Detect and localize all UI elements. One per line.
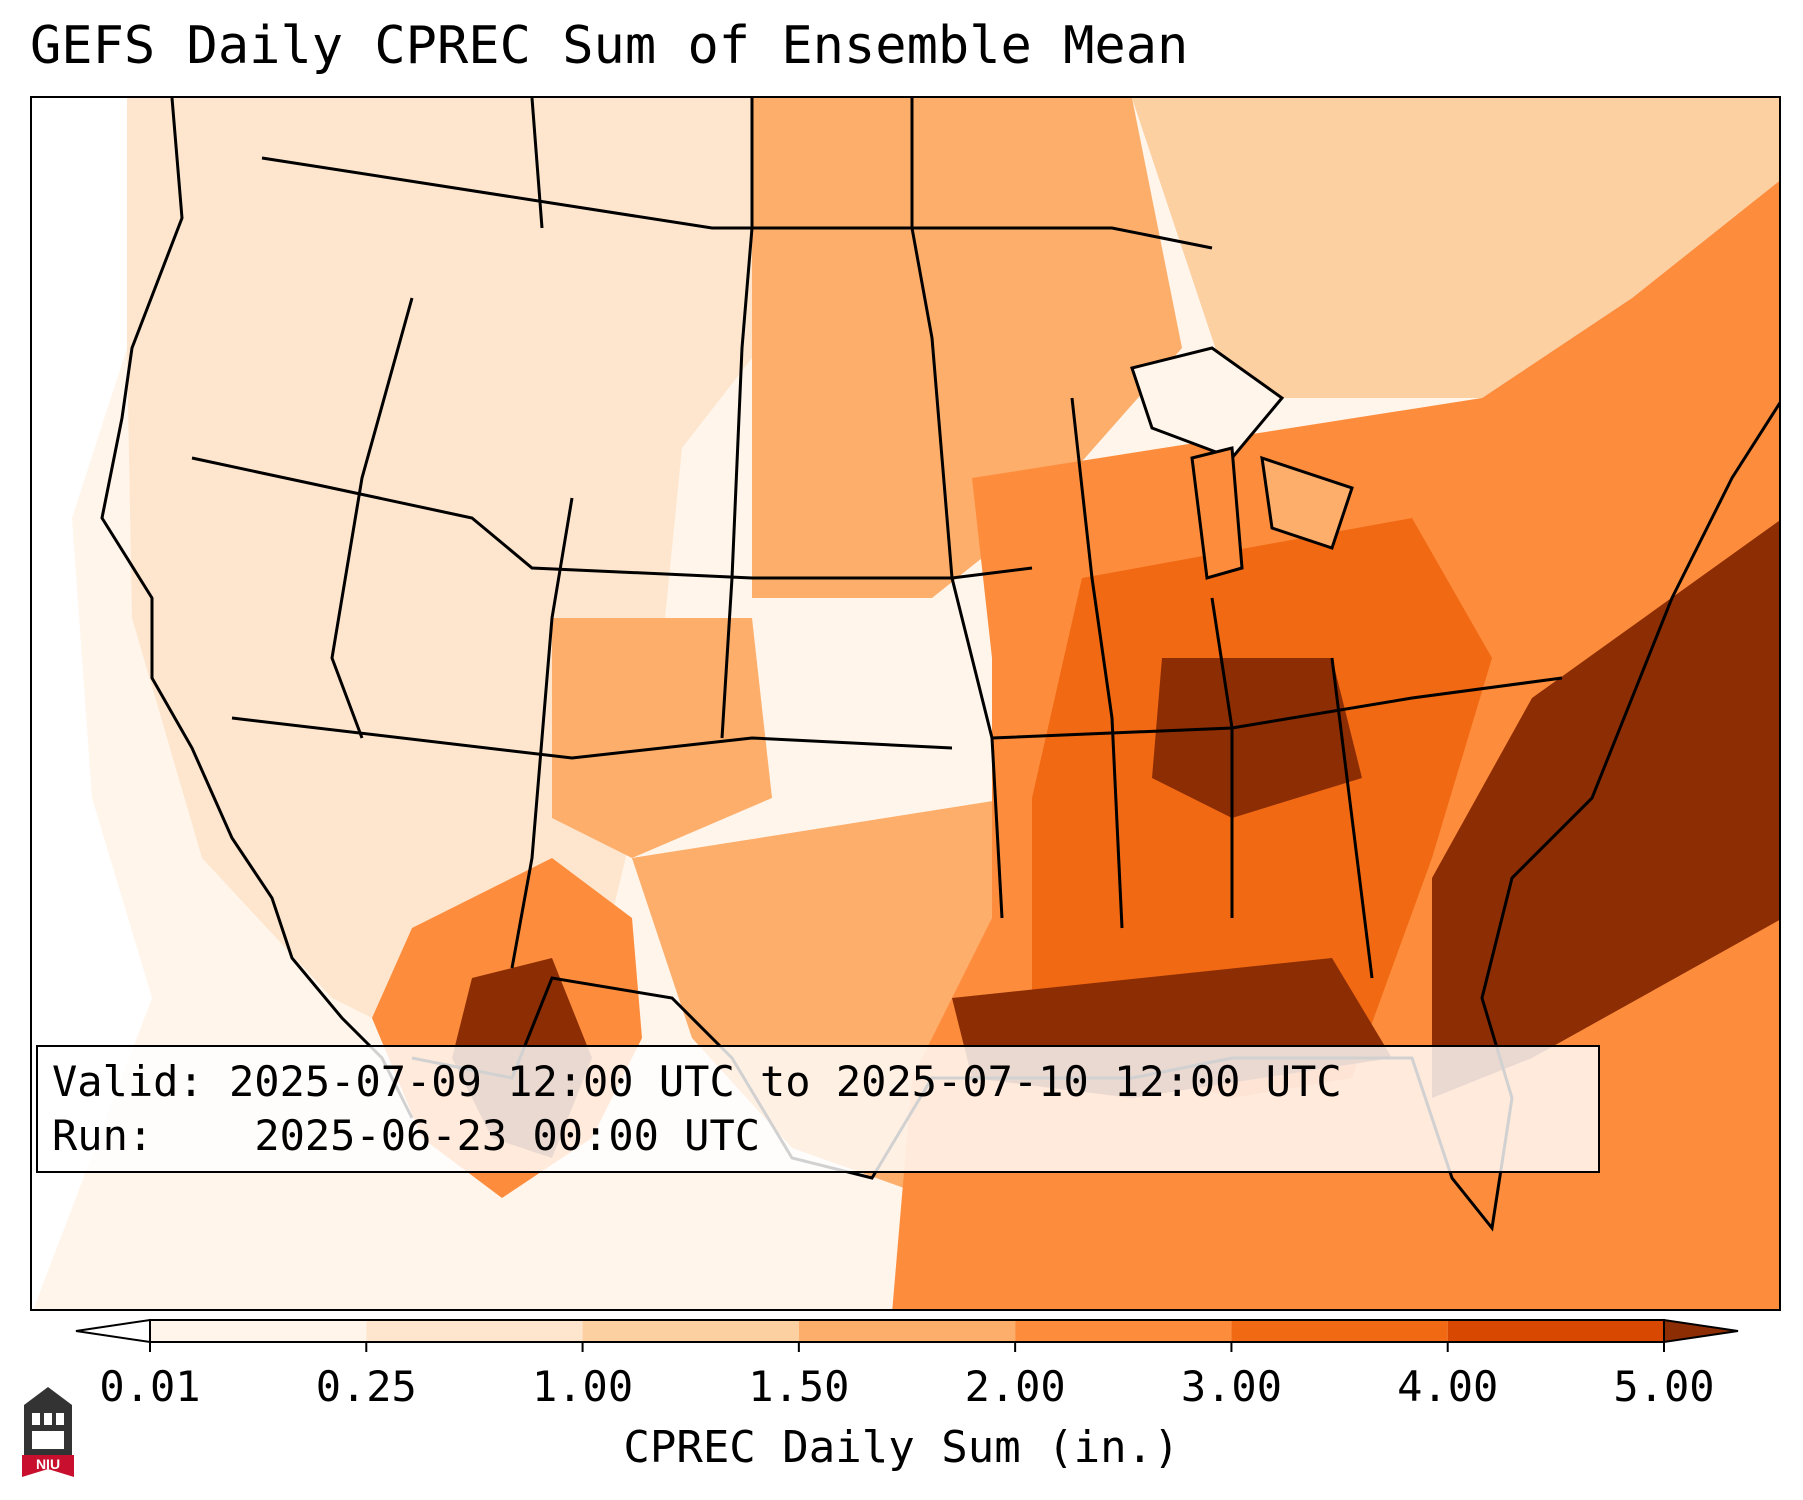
run-value: 2025-06-23 00:00 UTC bbox=[254, 1111, 761, 1160]
colorbar-tick-label: 0.25 bbox=[315, 1362, 417, 1411]
state-line-north bbox=[191, 456, 1033, 580]
state-line-mid bbox=[231, 716, 953, 760]
colorbar-svg bbox=[75, 1318, 1739, 1352]
colorbar-segment bbox=[150, 1320, 367, 1342]
logo-window bbox=[56, 1413, 64, 1425]
state-line-v3 bbox=[910, 98, 1004, 919]
logo-window bbox=[44, 1413, 52, 1425]
colorbar-tick-label: 1.00 bbox=[531, 1362, 634, 1411]
rockies-precip-zone bbox=[552, 618, 772, 858]
colorbar-segment bbox=[1447, 1320, 1664, 1342]
state-line-v2 bbox=[720, 98, 754, 739]
colorbar-segment bbox=[1015, 1320, 1232, 1342]
canada-precip-zone bbox=[1132, 98, 1779, 398]
colorbar-tick-label: 5.00 bbox=[1613, 1362, 1715, 1411]
colorbar-tick-label: 2.00 bbox=[964, 1362, 1066, 1411]
west-coastline bbox=[100, 98, 414, 1119]
colorbar-tick-label: 0.01 bbox=[99, 1362, 201, 1411]
colorbar-label: CPREC Daily Sum (in.) bbox=[623, 1422, 1180, 1473]
colorbar-tick-label: 4.00 bbox=[1397, 1362, 1499, 1411]
state-line-v8 bbox=[1330, 657, 1374, 979]
lake-michigan bbox=[1190, 446, 1244, 580]
colorbar-segment bbox=[582, 1320, 799, 1342]
state-line-v4 bbox=[1070, 397, 1124, 929]
tennessee-heavy-zone bbox=[1152, 658, 1362, 818]
logo-graphic: NIU bbox=[22, 1387, 74, 1477]
colorbar-under-arrow bbox=[75, 1318, 151, 1344]
state-line-v6 bbox=[510, 497, 574, 969]
map-title: GEFS Daily CPREC Sum of Ensemble Mean bbox=[30, 16, 1189, 76]
valid-label: Valid: bbox=[52, 1057, 204, 1106]
atlantic-heavy-zone bbox=[1432, 520, 1779, 1098]
colorbar-segment bbox=[1231, 1320, 1448, 1342]
niu-logo: NIU bbox=[20, 1383, 76, 1479]
lake-superior bbox=[1130, 346, 1285, 460]
run-label: Run: bbox=[52, 1111, 154, 1160]
colorbar-tick-label: 3.00 bbox=[1180, 1362, 1282, 1411]
run-info-box: Valid: 2025-07-09 12:00 UTC to 2025-07-1… bbox=[36, 1045, 1600, 1173]
state-line-v7 bbox=[1210, 597, 1234, 918]
state-line-tn-nc bbox=[991, 676, 1563, 740]
colorbar-tick-label: 1.50 bbox=[748, 1362, 850, 1411]
valid-value: 2025-07-09 12:00 UTC to 2025-07-10 12:00… bbox=[229, 1057, 1342, 1106]
colorbar-segment bbox=[798, 1320, 1016, 1342]
logo-window bbox=[32, 1413, 40, 1425]
plains-precip-zone bbox=[752, 98, 1182, 598]
logo-text: NIU bbox=[36, 1456, 60, 1472]
logo-window bbox=[32, 1431, 64, 1449]
state-line-v1 bbox=[530, 98, 544, 229]
colorbar-segment bbox=[366, 1320, 583, 1342]
lake-huron bbox=[1260, 455, 1354, 550]
state-line-v5 bbox=[330, 297, 414, 739]
logo-banner bbox=[22, 1455, 74, 1477]
colorbar-over-arrow bbox=[1663, 1318, 1739, 1344]
colorbar-outline bbox=[149, 1319, 1665, 1343]
pacific-area bbox=[32, 98, 152, 1309]
colorbar bbox=[0, 1312, 1803, 1372]
